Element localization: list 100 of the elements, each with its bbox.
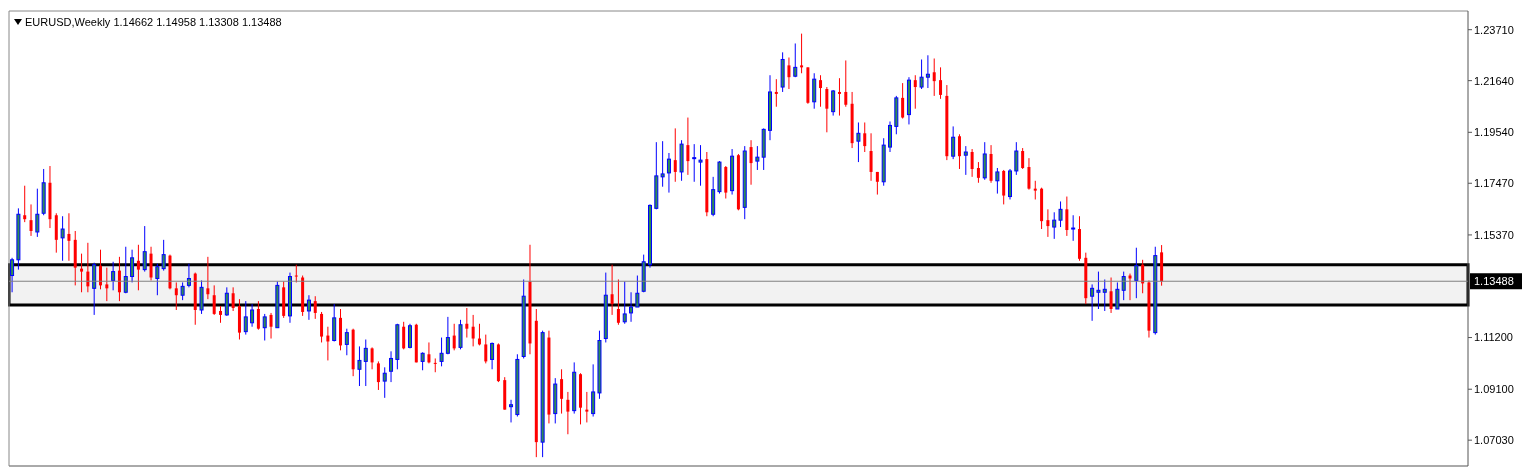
candlestick <box>363 339 368 387</box>
candlestick <box>313 295 317 320</box>
candlestick <box>142 225 147 273</box>
candlestick <box>105 267 109 302</box>
y-tick-label: 1.15370 <box>1474 228 1514 241</box>
candlestick <box>560 368 564 415</box>
candlestick <box>1021 147 1025 170</box>
y-tick-label: 1.23710 <box>1474 23 1514 36</box>
candlestick <box>1102 278 1107 312</box>
candlestick <box>99 249 102 290</box>
candlestick <box>888 120 893 153</box>
candlestick <box>635 275 640 308</box>
candlestick <box>629 291 634 323</box>
candlestick <box>939 66 943 100</box>
candlestick <box>1134 247 1139 299</box>
candlestick <box>666 152 671 194</box>
candlestick <box>1014 141 1019 176</box>
candlestick <box>344 328 349 356</box>
candlestick <box>1115 281 1120 310</box>
candlestick <box>976 161 980 184</box>
candlestick <box>698 144 703 187</box>
candlestick <box>256 300 260 331</box>
candlestick <box>320 311 324 343</box>
candlestick <box>484 334 488 364</box>
candlestick <box>793 42 798 78</box>
candlestick <box>306 294 311 321</box>
candlestick <box>23 185 27 223</box>
candlestick <box>149 246 153 281</box>
candlestick <box>174 281 178 311</box>
candlestick <box>402 321 406 350</box>
candlestick <box>616 278 620 326</box>
candlestick <box>925 54 930 89</box>
candlestick <box>1033 180 1037 200</box>
candlestick <box>212 284 216 316</box>
candlestick <box>831 89 836 117</box>
candlestick <box>1027 157 1031 191</box>
candlestick <box>1096 271 1101 310</box>
candlestick <box>117 256 121 302</box>
candlestick <box>749 139 753 186</box>
candlestick <box>250 303 255 328</box>
candlestick <box>913 74 917 110</box>
candlestick <box>1046 208 1050 238</box>
candlestick <box>901 82 905 120</box>
candlestick <box>610 264 614 316</box>
candlestick <box>686 117 690 176</box>
candlestick <box>1071 214 1076 242</box>
candlestick <box>243 300 248 336</box>
candlestick <box>787 57 791 90</box>
candlestick <box>80 253 84 293</box>
candlestick <box>863 121 867 153</box>
candlestick <box>427 341 431 364</box>
y-tick-label: 1.07030 <box>1474 434 1514 447</box>
candlestick <box>819 74 823 108</box>
candlestick <box>67 212 71 262</box>
candlestick <box>585 391 589 423</box>
candlestick <box>29 203 33 237</box>
candlestick <box>35 188 40 238</box>
candlestick <box>995 167 1000 195</box>
candlestick <box>591 363 596 418</box>
candlestick <box>963 145 968 176</box>
candlestick <box>692 143 697 183</box>
chart-title: EURUSD,Weekly 1.14662 1.14958 1.13308 1.13488 <box>25 16 282 28</box>
candlestick <box>856 121 861 163</box>
candlestick <box>382 366 387 399</box>
candlestick <box>566 391 570 435</box>
candlestick <box>332 303 337 342</box>
candlestick <box>357 345 362 387</box>
candlestick <box>509 399 514 423</box>
candlestick <box>269 312 273 340</box>
candlestick <box>224 286 229 317</box>
candlestick <box>92 262 97 316</box>
candlestick <box>957 133 961 170</box>
candlestick <box>407 323 412 349</box>
candlestick <box>136 244 140 291</box>
y-tick-label: 1.21640 <box>1474 74 1514 87</box>
candlestick <box>837 77 841 117</box>
candlestick <box>231 286 235 312</box>
candlestick <box>1065 196 1069 237</box>
candlestick <box>60 215 65 262</box>
candlestick <box>951 125 956 160</box>
candlestick <box>389 350 394 383</box>
candlestick <box>755 145 760 171</box>
candlestick <box>490 341 495 370</box>
candlestick <box>869 132 873 182</box>
candlestick <box>1052 211 1057 240</box>
candlestick <box>982 141 987 181</box>
candlestick <box>452 323 456 351</box>
candlestick <box>10 257 15 293</box>
y-tick-label: 1.19540 <box>1474 126 1514 139</box>
candlestick <box>774 78 778 108</box>
candlestick <box>433 357 437 373</box>
candlestick <box>458 319 463 350</box>
candlestick <box>1121 271 1126 301</box>
candlestick <box>919 58 924 90</box>
y-tick-label: 1.11200 <box>1474 331 1513 344</box>
candlestick <box>199 279 204 315</box>
candlestick <box>1141 259 1145 294</box>
candlestick <box>844 59 848 108</box>
candlestick <box>812 72 817 110</box>
candlestick <box>439 337 444 367</box>
